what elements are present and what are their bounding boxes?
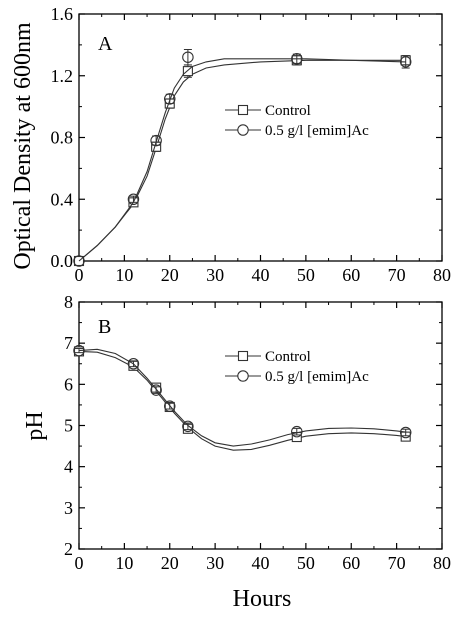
panel-a-series-emim-ac-point bbox=[127, 193, 140, 206]
panel-b-series-emim-ac-point bbox=[164, 400, 176, 412]
panel-a-legend-label: 0.5 g/l [emim]Ac bbox=[265, 123, 369, 139]
panel-b-series-emim-ac-point bbox=[127, 357, 140, 370]
panel-b-legend-label: 0.5 g/l [emim]Ac bbox=[265, 369, 369, 385]
panel-b-x-tick-label: 80 bbox=[433, 553, 451, 573]
panel-b-y-tick-label: 8 bbox=[64, 292, 73, 312]
panel-a-plot-frame bbox=[78, 13, 443, 262]
panel-b-x-tick-label: 60 bbox=[342, 553, 360, 573]
panel-a-y-tick-label: 1.6 bbox=[51, 4, 74, 24]
panel-b-y-tick-label: 3 bbox=[64, 498, 73, 518]
panel-b: B pH Hours 0 10 20 30 40 50 60 70 80 2 3 4 5 6 7 8 Contr… bbox=[22, 292, 451, 612]
panel-b-series-emim-ac-point bbox=[150, 384, 162, 396]
panel-b-series-control-fit-line bbox=[78, 350, 406, 451]
panel-a-legend-label: Control bbox=[265, 103, 311, 119]
panel-a-series-emim-ac-fit-line bbox=[78, 58, 406, 262]
panel-a-x-tick-label: 10 bbox=[115, 265, 133, 285]
panel-b-x-tick-label: 50 bbox=[297, 553, 315, 573]
panel-b-x-tick-label: 70 bbox=[388, 553, 406, 573]
panel-b-y-tick-label: 5 bbox=[64, 416, 73, 436]
panel-a: A Optical Density at 600nm 0 10 20 30 40 50 60… bbox=[10, 4, 451, 285]
panel-b-x-tick-label: 10 bbox=[115, 553, 133, 573]
panel-b-letter: B bbox=[98, 316, 111, 338]
panel-a-series-control-point bbox=[182, 66, 193, 77]
panel-a-x-tick-label: 70 bbox=[388, 265, 406, 285]
panel-b-x-tick-label: 0 bbox=[75, 553, 84, 573]
panel-a-series-emim-ac-point bbox=[399, 56, 412, 68]
panel-b-legend-label: Control bbox=[265, 349, 311, 365]
panel-a-series-emim-ac-point bbox=[73, 255, 85, 267]
panel-a-x-tick-label: 50 bbox=[297, 265, 315, 285]
panel-a-series-emim-ac-point bbox=[182, 51, 194, 63]
panel-a-series-control-fit-line bbox=[78, 59, 406, 262]
panel-b-legend-circle-marker bbox=[237, 370, 249, 382]
panel-b-series-emim-ac-point bbox=[182, 420, 194, 433]
panel-a-series-emim-ac-point bbox=[291, 53, 303, 65]
panel-a-letter: A bbox=[98, 33, 113, 55]
panel-b-y-tick-label: 7 bbox=[64, 333, 73, 353]
panel-a-y-tick-label: 0.4 bbox=[51, 189, 74, 209]
panel-b-series-emim-ac-point bbox=[73, 344, 85, 357]
panel-b-x-axis-title: Hours bbox=[233, 586, 292, 612]
panel-a-series-emim-ac-point bbox=[164, 93, 176, 105]
panel-b-y-tick-label: 4 bbox=[64, 457, 73, 477]
panel-b-legend-square-marker bbox=[237, 350, 249, 362]
panel-a-y-axis-title: Optical Density at 600nm bbox=[10, 22, 36, 270]
panel-b-y-tick-label: 6 bbox=[64, 374, 73, 394]
panel-a-y-tick-label: 0.0 bbox=[51, 251, 74, 271]
panel-b-x-tick-label: 20 bbox=[161, 553, 179, 573]
panel-a-legend-circle-marker bbox=[237, 124, 249, 136]
panel-a-x-tick-label: 0 bbox=[75, 265, 84, 285]
panel-a-x-tick-label: 60 bbox=[342, 265, 360, 285]
panel-a-series-emim-ac-point bbox=[150, 134, 162, 147]
panel-b-series-emim-ac-point bbox=[291, 425, 303, 438]
panel-b-plot-frame bbox=[78, 301, 443, 550]
panel-a-x-tick-label: 40 bbox=[252, 265, 270, 285]
panel-a-legend-square-marker bbox=[237, 104, 249, 116]
panel-b-y-axis-title: pH bbox=[22, 411, 48, 440]
panel-a-y-tick-label: 1.2 bbox=[51, 66, 74, 86]
panel-a-x-tick-label: 80 bbox=[433, 265, 451, 285]
panel-b-x-tick-label: 30 bbox=[206, 553, 224, 573]
panel-b-x-tick-label: 40 bbox=[252, 553, 270, 573]
panel-b-y-tick-label: 2 bbox=[64, 539, 73, 559]
panel-a-x-tick-label: 20 bbox=[161, 265, 179, 285]
panel-b-series-emim-ac-point bbox=[399, 426, 412, 439]
panel-a-y-tick-label: 0.8 bbox=[51, 128, 74, 148]
panel-a-x-tick-label: 30 bbox=[206, 265, 224, 285]
